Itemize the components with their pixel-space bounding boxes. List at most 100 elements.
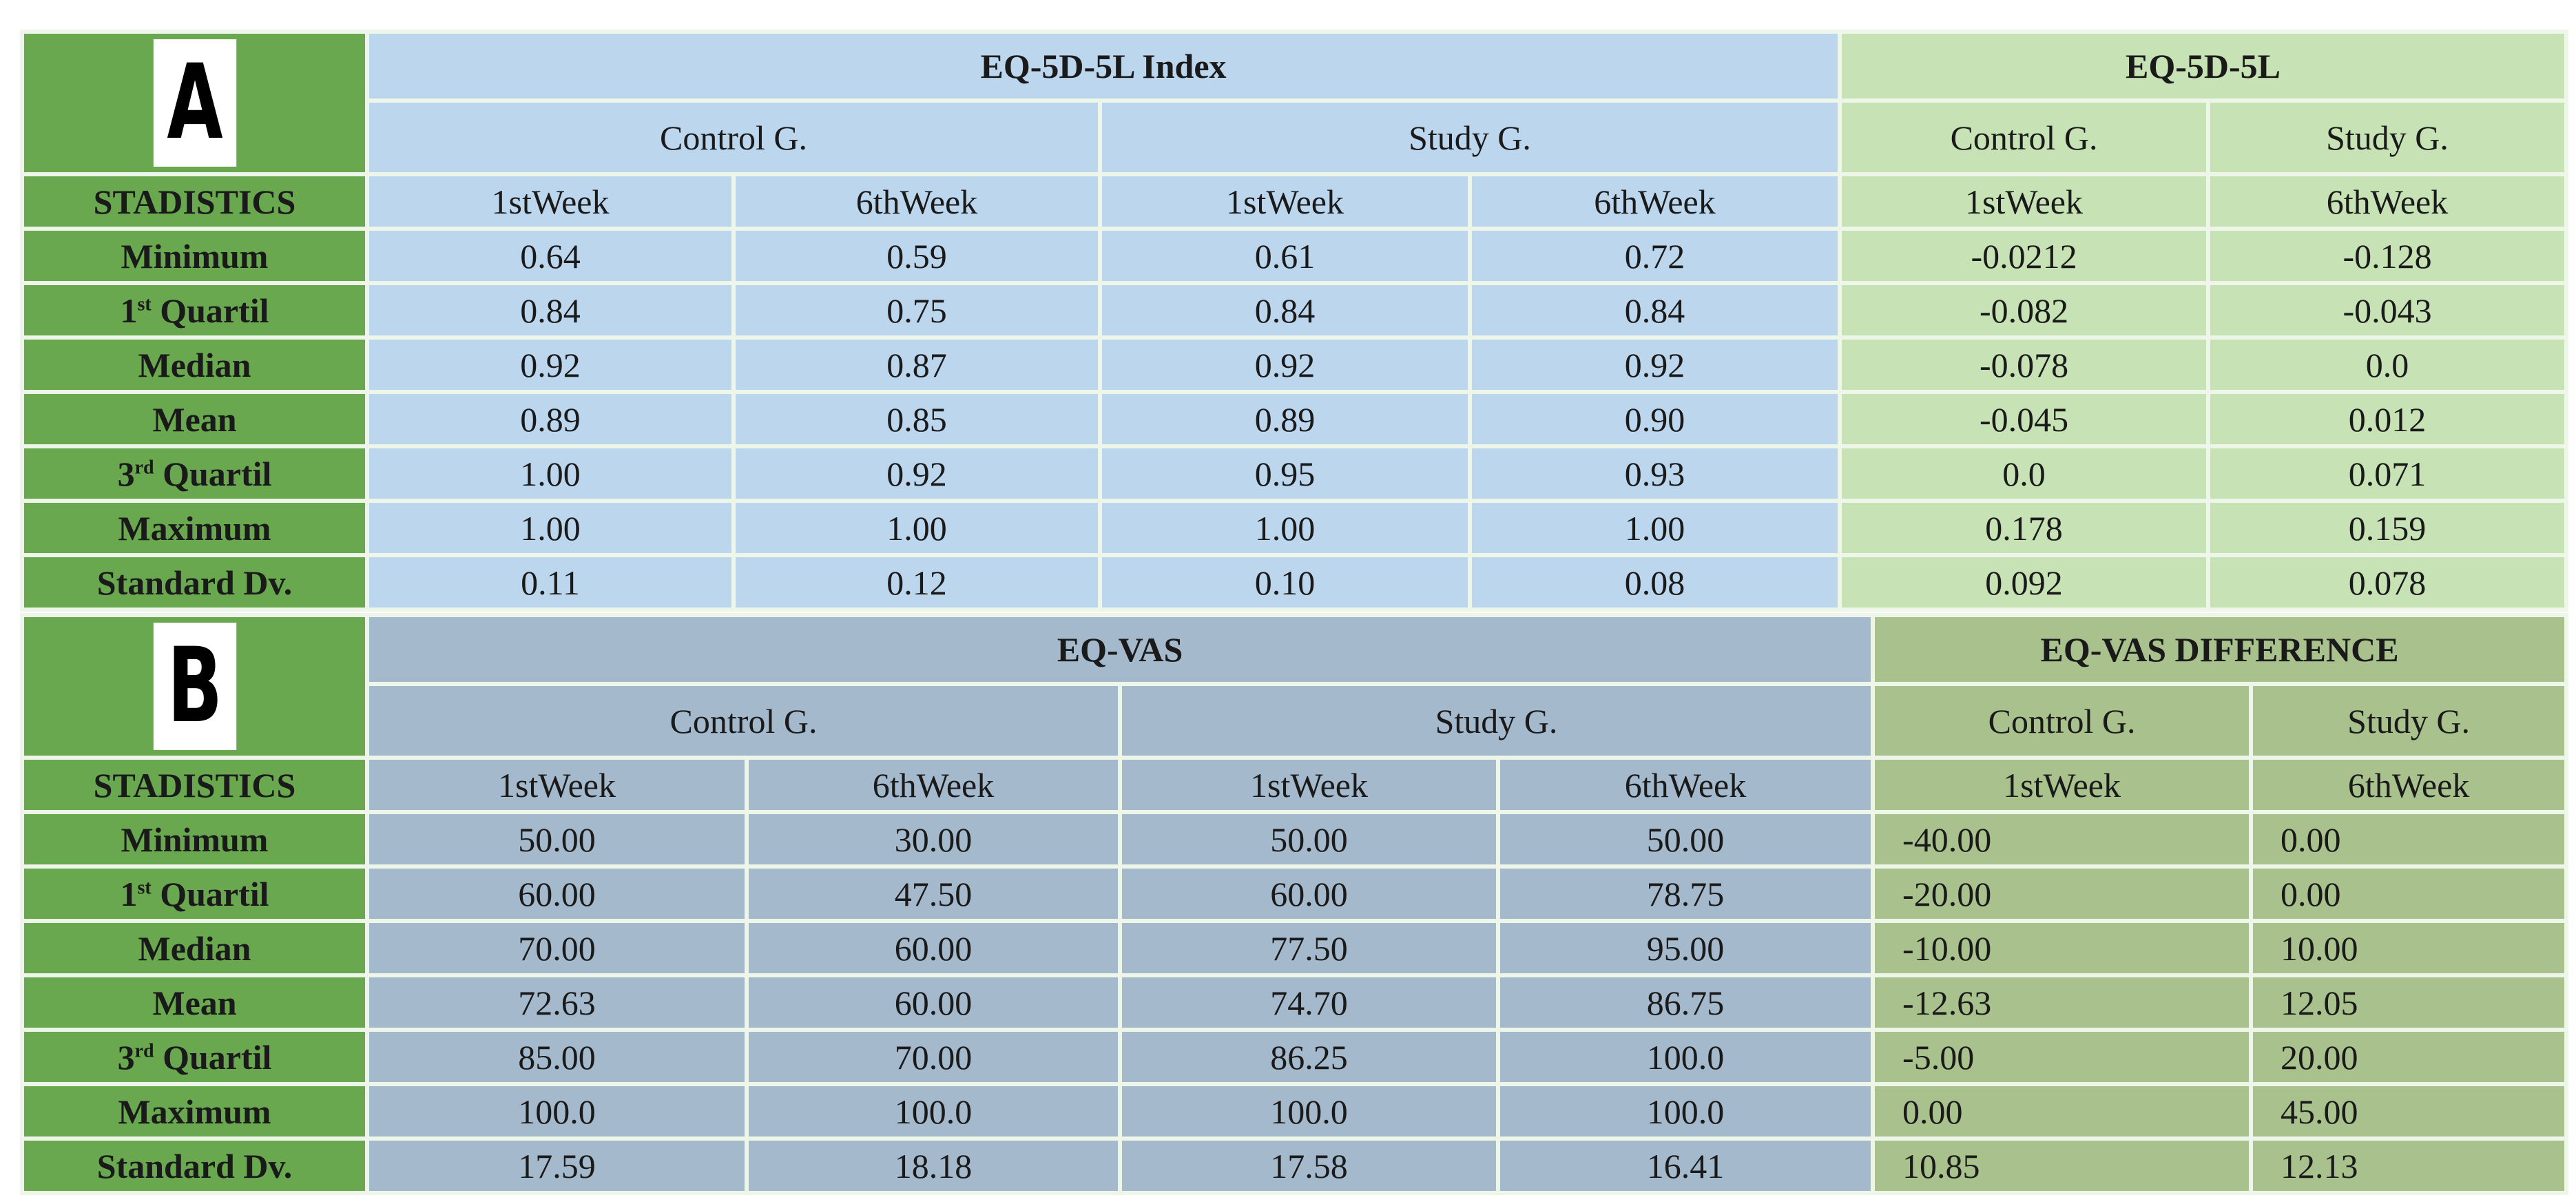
table-row: Mean 72.63 60.00 74.70 86.75 -12.63 12.05	[20, 973, 2569, 1032]
table-cell: 0.75	[731, 281, 1102, 340]
table-cell: -0.043	[2206, 281, 2569, 340]
row-label-text: Maximum	[118, 508, 271, 548]
table-cell: 100.0	[1495, 1082, 1876, 1141]
table-cell: 1.00	[365, 444, 736, 503]
row-label-suffix: Quartil	[154, 454, 272, 493]
table-row: Standard Dv. 17.59 18.18 17.58 16.41 10.85 12.…	[20, 1136, 2569, 1195]
header-row-groups: A EQ-5D-5L Index EQ-5D-5L	[20, 30, 2569, 176]
table-cell: 100.0	[1495, 1028, 1876, 1086]
column-header: 6thWeek	[1467, 172, 1842, 231]
row-label-text: Minimum	[121, 820, 269, 859]
table-cell: 0.84	[365, 281, 736, 340]
panel-letter-cell: B	[20, 613, 369, 760]
row-label-text: 3	[117, 454, 135, 493]
table-cell: 0.0	[2206, 335, 2569, 394]
table-row: Standard Dv. 0.11 0.12 0.10 0.08 0.092 0.078	[20, 553, 2569, 612]
table-cell: 60.00	[1118, 864, 1500, 923]
table-cell: 60.00	[745, 973, 1122, 1032]
table-cell: 0.93	[1467, 444, 1842, 503]
subgroup-header: Control G.	[365, 682, 1122, 760]
table-cell: 0.092	[1838, 553, 2211, 612]
panel-letter: A	[153, 39, 236, 167]
table-cell: 50.00	[1118, 810, 1500, 869]
header-row-groups: B EQ-VAS EQ-VAS DIFFERENCE	[20, 613, 2569, 760]
row-label: Mean	[20, 973, 369, 1032]
table-cell: -10.00	[1871, 919, 2254, 977]
table-cell: 0.078	[2206, 553, 2569, 612]
table-row: Median 70.00 60.00 77.50 95.00 -10.00 10.00	[20, 919, 2569, 977]
table-cell: 60.00	[745, 919, 1122, 977]
table-cell: 50.00	[1495, 810, 1876, 869]
header-row-subgroups: Control G. Study G. Control G. Study G.	[22, 98, 2569, 176]
table-cell: 16.41	[1495, 1136, 1876, 1195]
column-header: 6thWeek	[731, 172, 1102, 231]
table-cell: 0.0	[1838, 444, 2211, 503]
panel-letter: B	[153, 623, 236, 750]
row-label-text: 3	[117, 1037, 135, 1077]
table-cell: 100.0	[1118, 1082, 1500, 1141]
table-cell: 74.70	[1118, 973, 1500, 1032]
row-label-text: Median	[138, 345, 251, 384]
table-cell: 0.61	[1098, 227, 1472, 285]
panel-b-table: B EQ-VAS EQ-VAS DIFFERENCE Control G. Study …	[20, 613, 2569, 1195]
subgroup-header: Study G.	[1117, 682, 1876, 760]
row-label-superscript: rd	[134, 456, 154, 478]
table-row: Median 0.92 0.87 0.92 0.92 -0.078 0.0	[20, 335, 2569, 394]
table-row: Maximum 100.0 100.0 100.0 100.0 0.00 45.00	[20, 1082, 2569, 1141]
row-label-text: Maximum	[118, 1092, 271, 1131]
subgroup-header: Control G.	[1838, 98, 2211, 176]
row-label-superscript: st	[137, 293, 152, 315]
column-header-row: STADISTICS 1stWeek 6thWeek 1stWeek 6thWeek 1s…	[20, 756, 2569, 814]
group2-title: EQ-VAS DIFFERENCE	[1871, 613, 2569, 686]
row-label-text: Median	[138, 928, 251, 968]
table-row: Minimum 0.64 0.59 0.61 0.72 -0.0212 -0.128	[20, 227, 2569, 285]
table-cell: 95.00	[1495, 919, 1876, 977]
table-cell: 45.00	[2249, 1082, 2569, 1141]
column-header: 1stWeek	[365, 172, 736, 231]
row-label: Mean	[20, 390, 369, 448]
row-label: Median	[20, 335, 369, 394]
row-label-text: 1	[120, 291, 138, 330]
panel-a-table: A EQ-5D-5L Index EQ-5D-5L Control G. Study G…	[20, 30, 2569, 612]
table-cell: 0.159	[2206, 499, 2569, 557]
table-cell: 1.00	[1467, 499, 1842, 557]
table-cell: 0.11	[365, 553, 736, 612]
table-cell: 86.25	[1118, 1028, 1500, 1086]
row-label-text: Minimum	[121, 236, 269, 276]
row-label: Maximum	[20, 499, 369, 557]
table-cell: 0.92	[365, 335, 736, 394]
table-cell: 0.10	[1098, 553, 1472, 612]
table-cell: 0.95	[1098, 444, 1472, 503]
stats-header: STADISTICS	[20, 756, 369, 814]
table-cell: 0.92	[1098, 335, 1472, 394]
table-cell: 1.00	[731, 499, 1102, 557]
column-header: 1stWeek	[1838, 172, 2211, 231]
table-cell: 0.08	[1467, 553, 1842, 612]
row-label: 1st Quartil	[20, 864, 369, 923]
row-label-text: 1	[120, 874, 138, 913]
table-cell: 100.0	[745, 1082, 1122, 1141]
row-label: Standard Dv.	[20, 1136, 369, 1195]
panel-letter-cell: A	[20, 30, 369, 176]
table-cell: -40.00	[1871, 810, 2254, 869]
column-header: 6thWeek	[745, 756, 1122, 814]
table-cell: -0.0212	[1838, 227, 2211, 285]
table-cell: 86.75	[1495, 973, 1876, 1032]
table-cell: 0.89	[1098, 390, 1472, 448]
row-label: Minimum	[20, 810, 369, 869]
table-cell: -12.63	[1871, 973, 2254, 1032]
group2-title: EQ-5D-5L	[1838, 30, 2569, 103]
subgroup-header: Study G.	[1097, 98, 1842, 176]
column-header: 1stWeek	[365, 756, 749, 814]
row-label-text: Mean	[152, 983, 237, 1022]
subgroup-header: Control G.	[1871, 682, 2254, 760]
table-cell: 0.87	[731, 335, 1102, 394]
table-cell: 0.071	[2206, 444, 2569, 503]
table-cell: 0.00	[2249, 864, 2569, 923]
table-row: 3rd Quartil 1.00 0.92 0.95 0.93 0.0 0.071	[20, 444, 2569, 503]
table-cell: 18.18	[745, 1136, 1122, 1195]
table-cell: 77.50	[1118, 919, 1500, 977]
row-label-superscript: rd	[134, 1039, 154, 1061]
table-row: Mean 0.89 0.85 0.89 0.90 -0.045 0.012	[20, 390, 2569, 448]
header-row-subgroups: Control G. Study G. Control G. Study G.	[22, 682, 2569, 760]
